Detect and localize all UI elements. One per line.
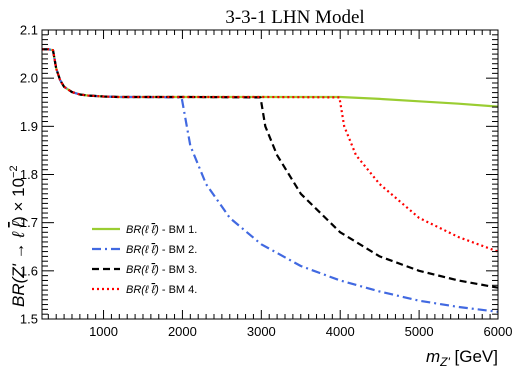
y-tick-label: 1.9: [20, 119, 38, 134]
series-line-bm3: [42, 48, 499, 289]
series-line-bm4: [42, 48, 499, 253]
legend-entry-bm3: BR(ℓ ℓ̄) - BM 3.: [126, 264, 197, 276]
x-tick-label: 1000: [89, 324, 118, 339]
legend-entry-bm2: BR(ℓ ℓ̄) - BM 2.: [126, 244, 197, 256]
series-line-bm1: [42, 48, 499, 108]
plot-frame: [41, 29, 499, 320]
legend-entry-bm1: BR(ℓ ℓ̄) - BM 1.: [126, 224, 197, 236]
x-tick-label: 2000: [168, 324, 197, 339]
ticks-layer: 1000 2000 3000 4000 5000 6000 1.5 1.6 1.7 1.8 1.9 2…: [20, 23, 513, 340]
x-tick-label: 6000: [484, 324, 513, 339]
legend-entry-bm4: BR(ℓ ℓ̄) - BM 4.: [126, 284, 197, 296]
y-axis-label: BR(Z' → ℓ ℓ) × 10−2: [8, 165, 28, 307]
x-axis-label: mZ' [GeV]: [426, 347, 498, 369]
y-tick-label: 1.5: [20, 312, 38, 327]
y-tick-label: 2.1: [20, 23, 38, 38]
series-layer: [42, 48, 499, 313]
y-tick-label: 1.6: [20, 263, 38, 278]
y-tick-label: 1.8: [20, 167, 38, 182]
y-tick-label: 2.0: [20, 71, 38, 86]
x-tick-label: 3000: [247, 324, 276, 339]
x-tick-label: 4000: [326, 324, 355, 339]
x-tick-label: 5000: [405, 324, 434, 339]
y-tick-label: 1.7: [20, 215, 38, 230]
chart-title: 3-3-1 LHN Model: [225, 7, 364, 28]
legend: BR(ℓ ℓ̄) - BM 1. BR(ℓ ℓ̄) - BM 2. BR(ℓ ℓ̄)…: [92, 224, 197, 296]
